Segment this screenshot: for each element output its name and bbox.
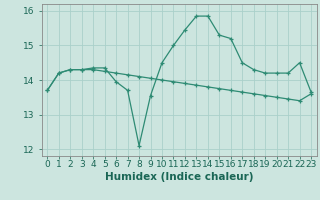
X-axis label: Humidex (Indice chaleur): Humidex (Indice chaleur)	[105, 172, 253, 182]
